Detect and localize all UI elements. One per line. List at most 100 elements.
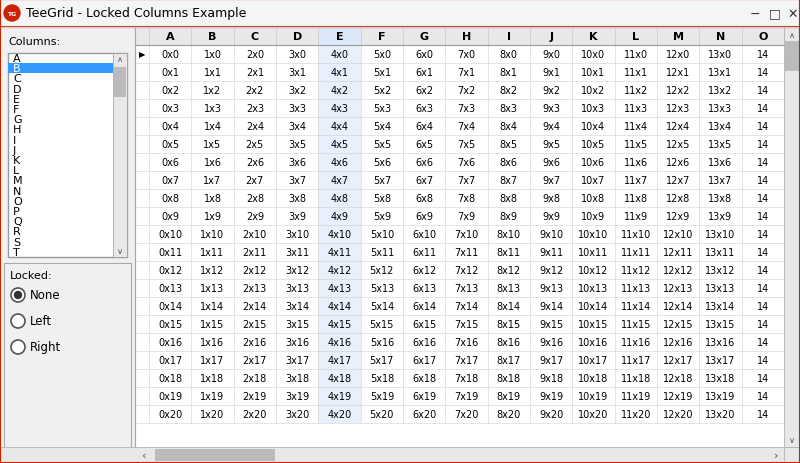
Text: 2x16: 2x16 [242, 337, 267, 347]
Text: 13x9: 13x9 [709, 212, 733, 221]
Bar [135, 28, 149, 46]
Bar [135, 262, 784, 279]
Text: 14: 14 [757, 337, 769, 347]
Text: 5x11: 5x11 [370, 247, 394, 257]
Text: C: C [13, 75, 21, 84]
Text: 4x14: 4x14 [327, 301, 351, 311]
Text: 8x13: 8x13 [497, 283, 521, 294]
Text: 13x19: 13x19 [706, 391, 736, 401]
Circle shape [14, 292, 22, 299]
Text: E: E [336, 32, 343, 42]
Text: 4x18: 4x18 [327, 373, 351, 383]
Text: 2x4: 2x4 [246, 122, 264, 131]
Text: 2x13: 2x13 [242, 283, 267, 294]
Text: 0x20: 0x20 [158, 409, 182, 419]
Text: 4x16: 4x16 [327, 337, 351, 347]
Text: 8x16: 8x16 [497, 337, 521, 347]
Text: 9x15: 9x15 [539, 319, 563, 329]
Text: N: N [716, 32, 725, 42]
Text: □: □ [769, 7, 781, 20]
Text: 9x9: 9x9 [542, 212, 560, 221]
Bar [318, 279, 361, 297]
Text: 3x8: 3x8 [288, 194, 306, 204]
Text: 3x14: 3x14 [285, 301, 310, 311]
Text: 9x11: 9x11 [539, 247, 563, 257]
Text: 5x5: 5x5 [373, 140, 391, 150]
Text: 7x13: 7x13 [454, 283, 478, 294]
Text: 13x4: 13x4 [709, 122, 733, 131]
Text: 7x1: 7x1 [458, 68, 475, 78]
Text: 11x6: 11x6 [624, 158, 648, 168]
Bar [318, 244, 361, 262]
Text: 14: 14 [757, 50, 769, 60]
Text: 7x0: 7x0 [458, 50, 475, 60]
Text: L: L [632, 32, 639, 42]
Text: 12x19: 12x19 [663, 391, 694, 401]
Text: 7x4: 7x4 [458, 122, 475, 131]
Text: 2x12: 2x12 [242, 265, 267, 275]
Text: 2x11: 2x11 [242, 247, 267, 257]
Text: G: G [420, 32, 429, 42]
Text: 3x4: 3x4 [288, 122, 306, 131]
Text: 3x16: 3x16 [285, 337, 310, 347]
Text: 3x1: 3x1 [288, 68, 306, 78]
Text: 0x0: 0x0 [161, 50, 179, 60]
Text: 12x8: 12x8 [666, 194, 690, 204]
Bar [135, 28, 784, 447]
Bar [135, 225, 784, 244]
Bar [318, 118, 361, 136]
Text: 1x1: 1x1 [203, 68, 222, 78]
Bar [135, 64, 784, 82]
Text: 9x7: 9x7 [542, 175, 560, 186]
Text: TG: TG [7, 12, 17, 17]
Text: 5x2: 5x2 [373, 86, 391, 96]
Bar [135, 207, 784, 225]
Text: ▶: ▶ [138, 50, 146, 59]
Bar [135, 82, 784, 100]
Text: 5x9: 5x9 [373, 212, 391, 221]
Text: 2x18: 2x18 [242, 373, 267, 383]
Text: 10x19: 10x19 [578, 391, 609, 401]
Text: Locked:: Locked: [10, 270, 53, 281]
Text: 3x18: 3x18 [285, 373, 310, 383]
Text: 8x5: 8x5 [500, 140, 518, 150]
Text: 5x3: 5x3 [373, 104, 391, 114]
Text: 11x5: 11x5 [624, 140, 648, 150]
Bar [135, 405, 784, 423]
Text: H: H [13, 125, 22, 135]
Bar [135, 369, 784, 387]
Text: 1x12: 1x12 [200, 265, 225, 275]
Text: N: N [13, 186, 22, 196]
Text: 10x2: 10x2 [582, 86, 606, 96]
Bar [318, 315, 361, 333]
Text: 13x12: 13x12 [706, 265, 736, 275]
Bar [318, 262, 361, 279]
Text: 6x1: 6x1 [415, 68, 433, 78]
Circle shape [11, 314, 25, 328]
Text: 8x6: 8x6 [500, 158, 518, 168]
Text: ›: › [774, 450, 778, 460]
Text: 13x20: 13x20 [706, 409, 736, 419]
Text: 9x3: 9x3 [542, 104, 560, 114]
Text: 10x5: 10x5 [582, 140, 606, 150]
Text: 2x3: 2x3 [246, 104, 264, 114]
Text: 3x17: 3x17 [285, 355, 310, 365]
Text: 8x9: 8x9 [500, 212, 518, 221]
Text: 8x18: 8x18 [497, 373, 521, 383]
Text: 9x2: 9x2 [542, 86, 560, 96]
Text: 10x6: 10x6 [582, 158, 606, 168]
Bar [318, 172, 361, 189]
Text: 10x20: 10x20 [578, 409, 609, 419]
Bar [135, 118, 784, 136]
Text: 4x10: 4x10 [327, 230, 351, 239]
Text: 4x17: 4x17 [327, 355, 352, 365]
Text: 5x1: 5x1 [373, 68, 391, 78]
Text: 2x9: 2x9 [246, 212, 264, 221]
Text: 13x18: 13x18 [706, 373, 736, 383]
Text: 9x14: 9x14 [539, 301, 563, 311]
Text: 14: 14 [757, 265, 769, 275]
Bar [135, 315, 784, 333]
Text: 13x5: 13x5 [708, 140, 733, 150]
Text: Right: Right [30, 341, 62, 354]
Text: 1x14: 1x14 [201, 301, 225, 311]
